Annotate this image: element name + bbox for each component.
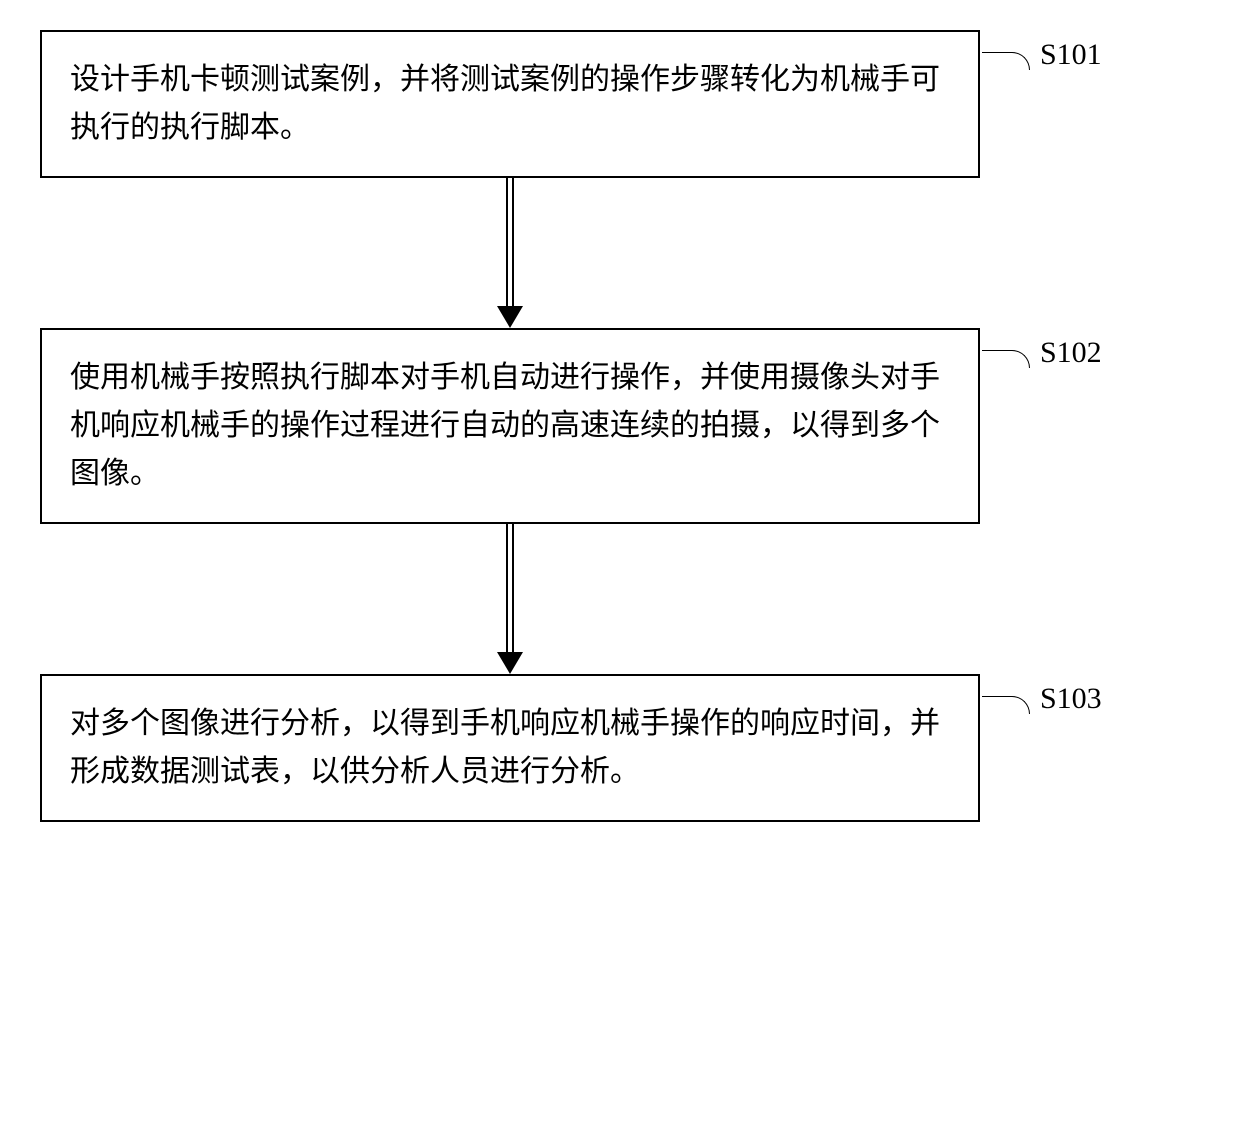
step-text-2: 使用机械手按照执行脚本对手机自动进行操作，并使用摄像头对手机响应机械手的操作过程… [70,361,940,490]
step-box-2: 使用机械手按照执行脚本对手机自动进行操作，并使用摄像头对手机响应机械手的操作过程… [40,328,980,524]
arrow-container-2 [40,524,980,674]
step-label-1: S101 [1040,38,1102,72]
step-label-2: S102 [1040,336,1102,370]
step-row-1: 设计手机卡顿测试案例，并将测试案例的操作步骤转化为机械手可执行的执行脚本。 S1… [40,30,1160,178]
step-text-1: 设计手机卡顿测试案例，并将测试案例的操作步骤转化为机械手可执行的执行脚本。 [70,63,940,144]
arrow-container-1 [40,178,980,328]
step-row-3: 对多个图像进行分析，以得到手机响应机械手操作的响应时间，并形成数据测试表，以供分… [40,674,1160,822]
label-connector-2 [982,350,1030,368]
step-label-3: S103 [1040,682,1102,716]
step-text-3: 对多个图像进行分析，以得到手机响应机械手操作的响应时间，并形成数据测试表，以供分… [70,707,940,788]
step-box-1: 设计手机卡顿测试案例，并将测试案例的操作步骤转化为机械手可执行的执行脚本。 [40,30,980,178]
label-connector-1 [982,52,1030,70]
flowchart-container: 设计手机卡顿测试案例，并将测试案例的操作步骤转化为机械手可执行的执行脚本。 S1… [40,30,1160,822]
label-connector-3 [982,696,1030,714]
arrow-2 [500,524,520,674]
step-row-2: 使用机械手按照执行脚本对手机自动进行操作，并使用摄像头对手机响应机械手的操作过程… [40,328,1160,524]
arrow-1 [500,178,520,328]
step-box-3: 对多个图像进行分析，以得到手机响应机械手操作的响应时间，并形成数据测试表，以供分… [40,674,980,822]
